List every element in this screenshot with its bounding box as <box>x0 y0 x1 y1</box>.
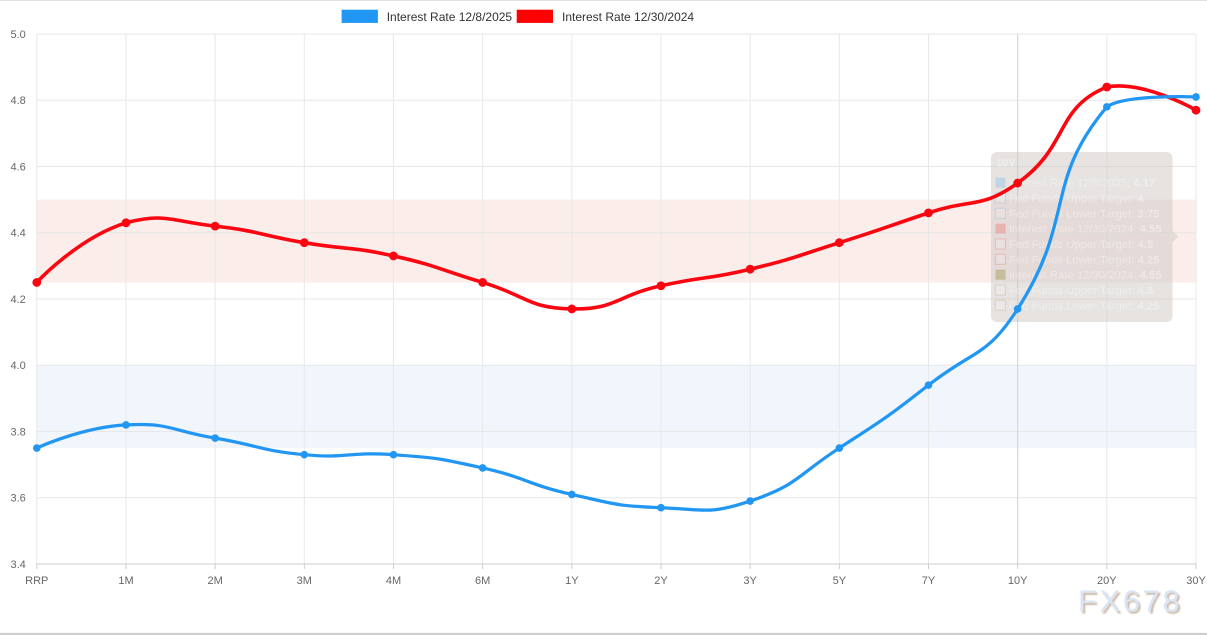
svg-text:4.0: 4.0 <box>11 360 26 372</box>
svg-text:2M: 2M <box>207 575 222 587</box>
svg-text:FX678: FX678 <box>1080 586 1184 621</box>
svg-text:6M: 6M <box>475 575 490 587</box>
svg-text:4.2: 4.2 <box>11 294 26 306</box>
svg-text:5.0: 5.0 <box>11 29 26 41</box>
svg-text:20Y: 20Y <box>1097 575 1117 587</box>
svg-text:Interest Rate 12/30/2024: 4.55: Interest Rate 12/30/2024: 4.55 <box>1009 224 1162 236</box>
svg-text:7Y: 7Y <box>922 575 936 587</box>
svg-text:3.6: 3.6 <box>11 493 26 505</box>
svg-text:1M: 1M <box>118 575 133 587</box>
svg-text:Interest Rate 12/8/2025: Interest Rate 12/8/2025 <box>387 10 513 24</box>
svg-text:10Y: 10Y <box>1008 575 1028 587</box>
svg-text:RRP: RRP <box>25 575 48 587</box>
svg-text:3.4: 3.4 <box>11 559 26 571</box>
svg-text:Interest Rate 12/30/2024: Interest Rate 12/30/2024 <box>562 10 694 24</box>
svg-text:10Y: 10Y <box>996 158 1016 170</box>
svg-text:2Y: 2Y <box>654 575 668 587</box>
svg-text:FX678: FX678 <box>1078 584 1182 619</box>
svg-text:3.8: 3.8 <box>11 426 26 438</box>
svg-text:3M: 3M <box>297 575 312 587</box>
svg-text:1Y: 1Y <box>565 575 579 587</box>
svg-text:Fed Funds Upper Target: 4.5: Fed Funds Upper Target: 4.5 <box>1009 285 1153 297</box>
svg-text:4.6: 4.6 <box>11 161 26 173</box>
svg-text:4.4: 4.4 <box>11 228 26 240</box>
svg-text:Interest Rate 12/8/2025: 4.17: Interest Rate 12/8/2025: 4.17 <box>1009 178 1155 190</box>
svg-text:Interest Rate 12/30/2024: 4.55: Interest Rate 12/30/2024: 4.55 <box>1009 270 1162 282</box>
svg-text:Fed Funds Upper Target: 4.5: Fed Funds Upper Target: 4.5 <box>1009 239 1153 251</box>
svg-text:Fed Funds Lower Target: 3.75: Fed Funds Lower Target: 3.75 <box>1009 208 1160 220</box>
svg-text:4.8: 4.8 <box>11 95 26 107</box>
svg-text:4M: 4M <box>386 575 401 587</box>
svg-text:30Y: 30Y <box>1186 575 1206 587</box>
svg-text:Fed Funds Lower Target: 4.25: Fed Funds Lower Target: 4.25 <box>1009 300 1160 312</box>
svg-text:5Y: 5Y <box>833 575 847 587</box>
svg-text:Fed Funds Lower Target: 4.25: Fed Funds Lower Target: 4.25 <box>1009 254 1160 266</box>
svg-text:3Y: 3Y <box>743 575 757 587</box>
svg-text:Fed Funds Upper Target: 4: Fed Funds Upper Target: 4 <box>1009 193 1145 205</box>
